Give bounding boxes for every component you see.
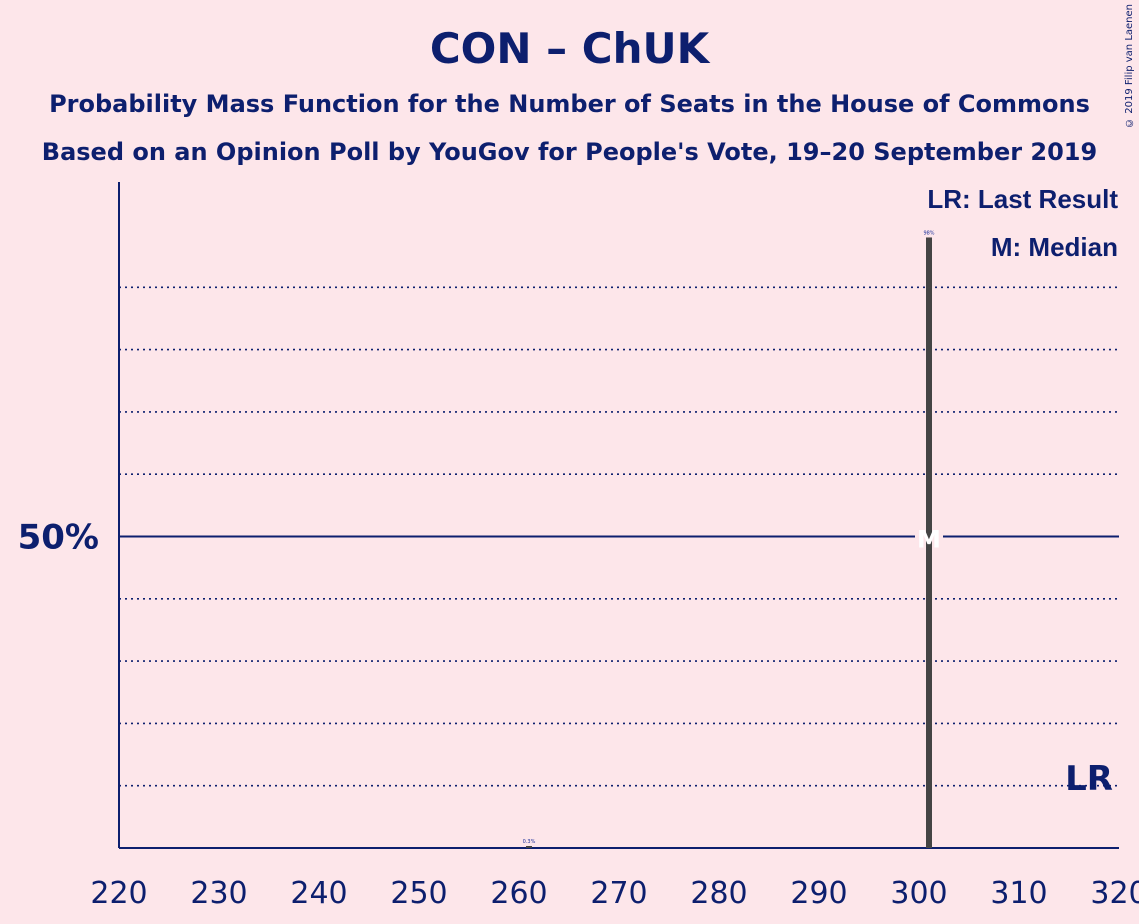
x-tick-label-300: 300	[890, 876, 947, 911]
median-bar-segment	[926, 524, 932, 549]
x-tick-label-250: 250	[390, 876, 447, 911]
chart-title: CON – ChUK	[429, 24, 710, 73]
x-tick-label-320: 320	[1090, 876, 1139, 911]
x-tick-label-220: 220	[90, 876, 147, 911]
x-tick-label-290: 290	[790, 876, 847, 911]
median-marker: M	[917, 526, 941, 554]
x-tick-label-310: 310	[990, 876, 1047, 911]
chart-subtitle-1: Probability Mass Function for the Number…	[49, 90, 1090, 118]
legend-median: M: Median	[990, 232, 1118, 262]
legend-last-result: LR: Last Result	[927, 184, 1118, 214]
x-tick-label-260: 260	[490, 876, 547, 911]
bar-label-301: 98%	[923, 230, 934, 236]
x-tick-label-240: 240	[290, 876, 347, 911]
last-result-marker: LR	[1065, 759, 1113, 799]
x-tick-label-230: 230	[190, 876, 247, 911]
y-tick-label: 50%	[18, 518, 99, 558]
bar-261	[526, 846, 532, 848]
chart-subtitle-2: Based on an Opinion Poll by YouGov for P…	[41, 138, 1098, 166]
x-tick-label-280: 280	[690, 876, 747, 911]
x-tick-label-270: 270	[590, 876, 647, 911]
bar-label-261: 0.3%	[523, 839, 536, 845]
